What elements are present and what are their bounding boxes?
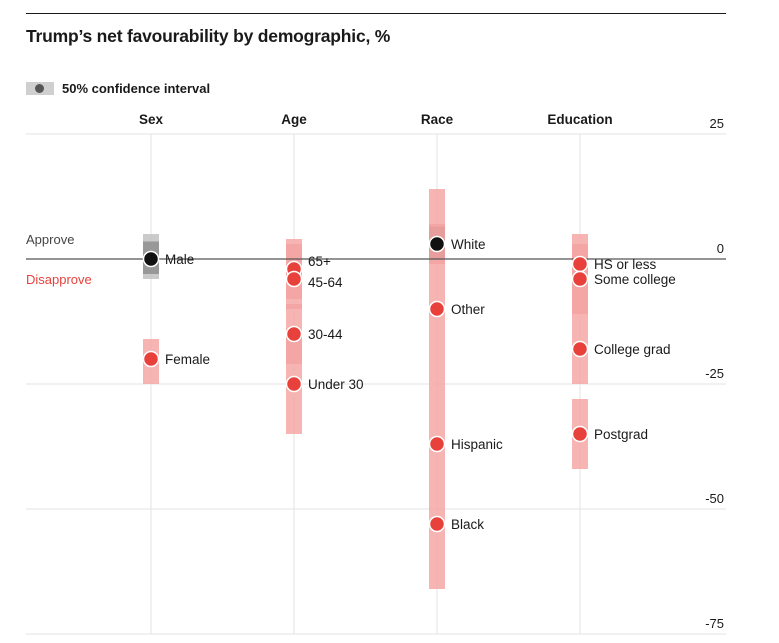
data-point	[428, 300, 446, 318]
y-tick-label: -25	[705, 366, 724, 381]
data-label: Black	[451, 517, 484, 532]
y-tick-label: -75	[705, 616, 724, 631]
data-label: HS or less	[594, 257, 657, 272]
data-label: Male	[165, 252, 194, 267]
legend-dot	[35, 83, 44, 93]
confidence-band	[429, 359, 445, 459]
data-label: Female	[165, 352, 210, 367]
data-label: Under 30	[308, 377, 364, 392]
data-point	[285, 270, 303, 288]
column-header: Race	[421, 112, 454, 127]
data-point	[285, 325, 303, 343]
data-label: Other	[451, 302, 485, 317]
disapprove-label: Disapprove	[26, 272, 92, 287]
y-tick-label: -50	[705, 491, 724, 506]
data-label: College grad	[594, 342, 671, 357]
confidence-band	[429, 189, 445, 359]
data-point	[428, 515, 446, 533]
data-label: 30-44	[308, 327, 343, 342]
top-rule	[26, 13, 726, 14]
column-header: Education	[547, 112, 612, 127]
legend-swatch	[26, 81, 54, 95]
data-point	[142, 350, 160, 368]
data-label: 65+	[308, 254, 331, 269]
data-label: Some college	[594, 272, 676, 287]
data-point	[428, 435, 446, 453]
y-tick-label: 0	[717, 241, 724, 256]
approve-label: Approve	[26, 232, 74, 247]
data-point	[571, 255, 589, 273]
column-header: Sex	[139, 112, 164, 127]
data-point	[571, 340, 589, 358]
chart-title: Trump’s net favourability by demographic…	[26, 26, 391, 46]
data-point	[571, 270, 589, 288]
data-point	[428, 235, 446, 253]
legend: 50% confidence interval	[26, 80, 210, 96]
data-label: Hispanic	[451, 437, 503, 452]
data-point	[571, 425, 589, 443]
data-label: 45-64	[308, 275, 343, 290]
legend-label: 50% confidence interval	[62, 80, 211, 96]
data-label: White	[451, 237, 486, 252]
column-header: Age	[281, 112, 307, 127]
data-label: Postgrad	[594, 427, 648, 442]
data-point	[142, 250, 160, 268]
y-tick-label: 25	[710, 116, 724, 131]
data-point	[285, 375, 303, 393]
